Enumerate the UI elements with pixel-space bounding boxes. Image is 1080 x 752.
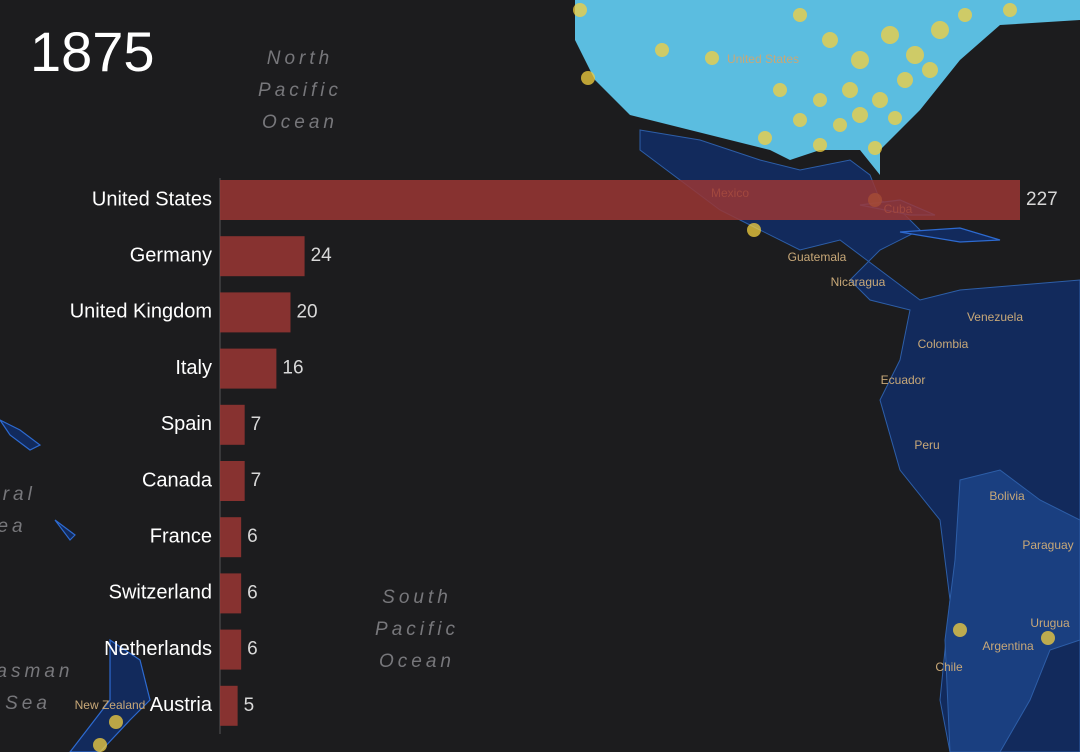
category-label: Switzerland: [109, 582, 212, 604]
land-southern-cone: [944, 469, 1080, 752]
ocean-label: oral: [0, 484, 36, 505]
category-label: Germany: [130, 244, 212, 266]
ocean-label: ea: [0, 516, 27, 537]
category-label: Austria: [150, 694, 213, 716]
land-united-states: [575, 0, 1080, 175]
country-labels: United StatesMexicoCubaGuatemalaNicaragu…: [75, 52, 1074, 712]
country-label: New Zealand: [75, 698, 146, 712]
category-label: France: [150, 525, 212, 547]
bars: United States 227 Germany 24 United Kingdom 2…: [70, 180, 1058, 726]
country-label: Guatemala: [788, 250, 847, 264]
year-title: 1875: [30, 20, 155, 83]
bar: [220, 404, 245, 445]
ocean-label: Pacific: [258, 80, 342, 101]
bar: [220, 348, 277, 389]
value-label: 20: [296, 301, 317, 322]
ocean-label: Pacific: [375, 619, 459, 640]
bar: [220, 180, 1020, 220]
country-label: Peru: [914, 438, 939, 452]
category-label: United Kingdom: [70, 301, 212, 323]
ocean-label: South: [382, 587, 452, 608]
value-label: 7: [251, 414, 262, 435]
country-label: Chile: [935, 660, 963, 674]
country-label: United States: [727, 52, 799, 66]
country-label: Venezuela: [967, 310, 1023, 324]
category-label: United States: [92, 188, 212, 210]
ocean-label: Ocean: [262, 112, 338, 133]
ocean-label: Ocean: [379, 651, 455, 672]
value-label: 6: [247, 582, 258, 603]
category-label: Canada: [142, 469, 213, 491]
bar: [220, 517, 242, 558]
value-label: 24: [311, 245, 333, 266]
country-label: Ecuador: [881, 373, 926, 387]
city-dots: [93, 3, 1055, 752]
bar: [220, 292, 291, 333]
bar: [220, 629, 242, 670]
ocean-label: Tasman: [0, 661, 73, 682]
value-label: 16: [282, 358, 303, 379]
bar: [220, 461, 245, 501]
country-label: Colombia: [918, 337, 969, 351]
value-label: 5: [244, 695, 255, 716]
country-label: Paraguay: [1022, 538, 1073, 552]
category-label: Netherlands: [104, 638, 212, 660]
bar: [220, 236, 305, 277]
country-label: Argentina: [982, 639, 1034, 653]
value-label: 6: [247, 639, 258, 660]
ocean-label: North: [267, 48, 333, 69]
value-label: 7: [251, 470, 262, 491]
bar: [220, 685, 238, 726]
category-label: Spain: [161, 413, 212, 435]
bar: [220, 573, 242, 614]
ocean-labels: North Pacific Ocean South Pacific Ocean Tasman…: [0, 48, 459, 714]
country-label: Bolivia: [989, 489, 1025, 503]
country-label: Urugua: [1030, 616, 1070, 630]
value-label: 6: [247, 526, 258, 547]
value-label: 227: [1026, 189, 1058, 210]
ocean-label: Sea: [5, 693, 51, 714]
category-label: Italy: [175, 357, 212, 379]
country-label: Nicaragua: [831, 275, 886, 289]
